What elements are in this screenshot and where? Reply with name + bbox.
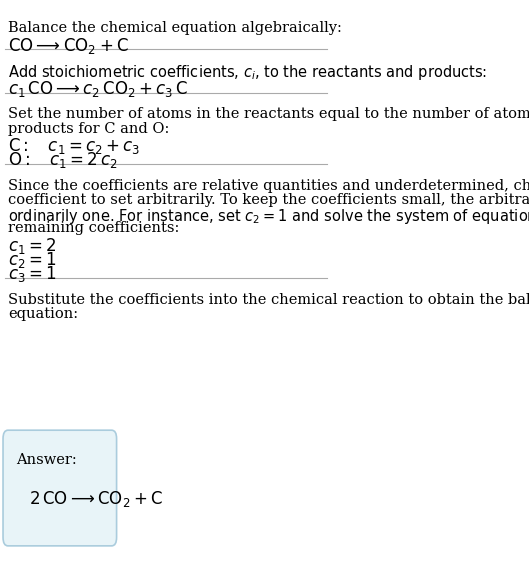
Text: coefficient to set arbitrarily. To keep the coefficients small, the arbitrary va: coefficient to set arbitrarily. To keep …: [8, 193, 529, 206]
Text: equation:: equation:: [8, 307, 78, 321]
Text: $c_1\, \mathrm{CO} \longrightarrow c_2\, \mathrm{CO_2} + c_3\, \mathrm{C}$: $c_1\, \mathrm{CO} \longrightarrow c_2\,…: [8, 79, 188, 99]
Text: $c_1 = 2$: $c_1 = 2$: [8, 236, 57, 256]
Text: $c_2 = 1$: $c_2 = 1$: [8, 250, 57, 270]
Text: Set the number of atoms in the reactants equal to the number of atoms in the: Set the number of atoms in the reactants…: [8, 108, 529, 121]
Text: Answer:: Answer:: [16, 453, 77, 467]
Text: ordinarily one. For instance, set $c_2 = 1$ and solve the system of equations fo: ordinarily one. For instance, set $c_2 =…: [8, 207, 529, 226]
Text: $\mathrm{C{:}}\quad c_1 = c_2 + c_3$: $\mathrm{C{:}}\quad c_1 = c_2 + c_3$: [8, 136, 140, 156]
Text: $\mathrm{CO} \longrightarrow \mathrm{CO_2} + \mathrm{C}$: $\mathrm{CO} \longrightarrow \mathrm{CO_…: [8, 36, 129, 56]
Text: remaining coefficients:: remaining coefficients:: [8, 221, 179, 235]
Text: Substitute the coefficients into the chemical reaction to obtain the balanced: Substitute the coefficients into the che…: [8, 293, 529, 307]
FancyBboxPatch shape: [3, 430, 116, 546]
Text: Add stoichiometric coefficients, $c_i$, to the reactants and products:: Add stoichiometric coefficients, $c_i$, …: [8, 64, 487, 82]
Text: Since the coefficients are relative quantities and underdetermined, choose a: Since the coefficients are relative quan…: [8, 179, 529, 193]
Text: $\mathrm{O{:}}\quad c_1 = 2\,c_2$: $\mathrm{O{:}}\quad c_1 = 2\,c_2$: [8, 150, 117, 170]
Text: Balance the chemical equation algebraically:: Balance the chemical equation algebraica…: [8, 21, 342, 35]
Text: $c_3 = 1$: $c_3 = 1$: [8, 264, 57, 284]
Text: products for C and O:: products for C and O:: [8, 121, 169, 136]
Text: $2\,\mathrm{CO} \longrightarrow \mathrm{CO_2} + \mathrm{C}$: $2\,\mathrm{CO} \longrightarrow \mathrm{…: [30, 489, 163, 509]
